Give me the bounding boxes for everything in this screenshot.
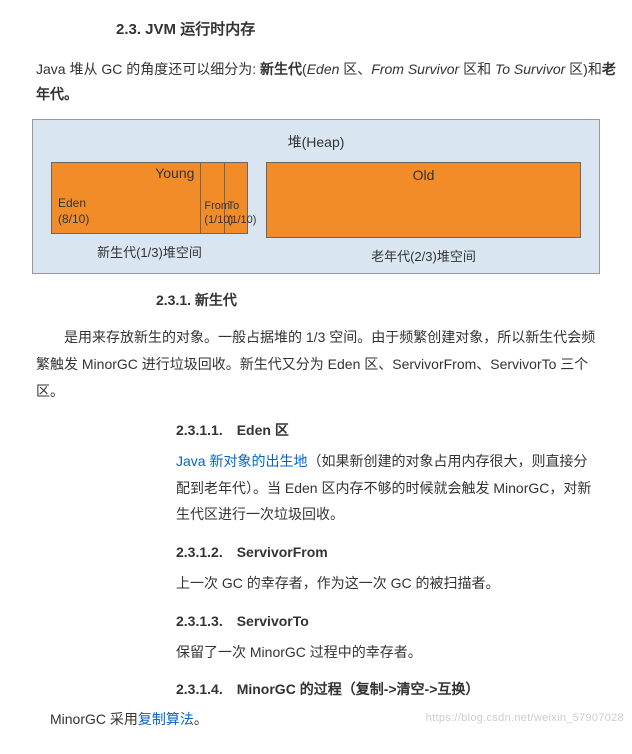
eden-name: Eden <box>58 196 86 210</box>
eden-text: Eden (8/10) <box>58 196 89 227</box>
p-2311: Java 新对象的出生地（如果新创建的对象占用内存很大，则直接分配到老年代）。当… <box>176 448 596 528</box>
section-title: 2.3. JVM 运行时内存 <box>116 18 616 39</box>
p-2314-link[interactable]: 复制算法 <box>138 711 194 727</box>
h-2312: 2.3.1.2. ServivorFrom <box>176 542 616 562</box>
p-2314-post: 。 <box>194 711 208 727</box>
old-sublabel: 老年代(2/3)堆空间 <box>266 246 581 265</box>
heap-diagram: 堆(Heap) Young Eden (8/10) From (1/10) <box>32 119 600 274</box>
to-name: To <box>228 200 240 212</box>
young-box: Young Eden (8/10) From (1/10) <box>51 162 248 234</box>
from-cell: From (1/10) <box>201 163 224 233</box>
old-label: Old <box>413 167 435 183</box>
to-cell: To (1/10) <box>225 163 247 233</box>
young-label: Young <box>155 165 194 181</box>
eden-ratio: (8/10) <box>58 212 89 226</box>
to-text: To (1/10) <box>228 199 257 228</box>
watermark: https://blog.csdn.net/weixin_57907028 <box>426 712 624 724</box>
document-page: 2.3. JVM 运行时内存 Java 堆从 GC 的角度还可以细分为: 新生代… <box>0 0 632 754</box>
p-2314-pre: MinorGC 采用 <box>50 711 138 727</box>
intro-paragraph: Java 堆从 GC 的角度还可以细分为: 新生代(Eden 区、From Su… <box>36 57 616 107</box>
to-ratio: (1/10) <box>228 214 257 226</box>
heap-title: 堆(Heap) <box>51 132 581 152</box>
young-sublabel: 新生代(1/3)堆空间 <box>51 242 248 261</box>
p-231: 是用来存放新生的对象。一般占据堆的 1/3 空间。由于频繁创建对象，所以新生代会… <box>36 324 596 404</box>
p-2311-blue: Java 新对象的出生地 <box>176 453 307 469</box>
old-column: Old 老年代(2/3)堆空间 <box>266 162 581 265</box>
young-column: Young Eden (8/10) From (1/10) <box>51 162 248 265</box>
intro-bold-xsd: 新生代 <box>260 61 302 77</box>
intro-from: From Survivor <box>371 61 459 77</box>
heap-row: Young Eden (8/10) From (1/10) <box>51 162 581 265</box>
intro-text: Java 堆从 GC 的角度还可以细分为: <box>36 61 260 77</box>
intro-sep2: 区和 <box>459 61 495 77</box>
intro-eden: Eden <box>307 61 340 77</box>
old-box: Old <box>266 162 581 238</box>
intro-and: 和 <box>588 61 602 77</box>
intro-to: To Survivor <box>495 61 565 77</box>
eden-cell: Young Eden (8/10) <box>52 163 201 233</box>
p-2312: 上一次 GC 的幸存者，作为这一次 GC 的被扫描者。 <box>176 570 596 597</box>
h-2311: 2.3.1.1. Eden 区 <box>176 420 616 440</box>
p-2313: 保留了一次 MinorGC 过程中的幸存者。 <box>176 639 596 666</box>
intro-sep3: 区) <box>565 61 588 77</box>
h-2313: 2.3.1.3. ServivorTo <box>176 611 616 631</box>
intro-sep1: 区、 <box>339 61 371 77</box>
h-2314: 2.3.1.4. MinorGC 的过程（复制->清空->互换） <box>176 679 616 699</box>
h-231: 2.3.1. 新生代 <box>156 290 616 310</box>
